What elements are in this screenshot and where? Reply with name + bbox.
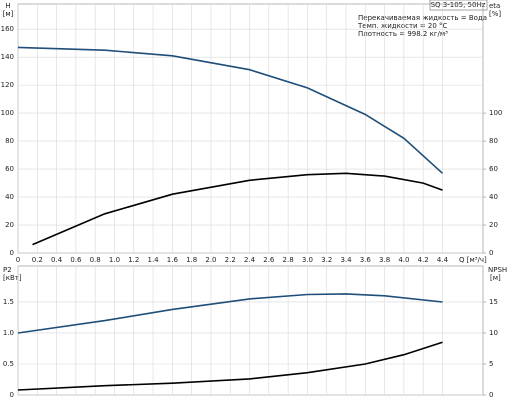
plot-frame <box>17 3 484 254</box>
y-tick-label: 100 <box>1 109 14 117</box>
y2-tick-label: 100 <box>489 109 502 117</box>
y-unit: [м] <box>3 10 14 18</box>
y-tick-label: 1.0 <box>3 329 14 337</box>
x-tick-label: 1.0 <box>109 256 120 264</box>
x-tick-label: 3.4 <box>340 256 352 264</box>
curve <box>17 341 443 391</box>
x-tick-label: 3.6 <box>360 256 372 264</box>
y2-unit: [м] <box>490 274 501 282</box>
x-tick-label: 1.2 <box>128 256 139 264</box>
curve <box>32 172 443 246</box>
x-label: Q [м³/ч] <box>459 256 487 264</box>
x-tick-label: 3.2 <box>321 256 332 264</box>
y2-tick-label: 0 <box>489 391 493 399</box>
y-tick-label: 1.5 <box>3 298 14 306</box>
model: SQ 3-105, 50Hz <box>431 1 486 9</box>
y-tick-label: 0.5 <box>3 360 14 368</box>
x-tick-label: 2.0 <box>205 256 216 264</box>
y-unit: [кВт] <box>3 274 22 282</box>
y2-tick-label: 80 <box>489 137 498 145</box>
x-tick-label: 2.6 <box>263 256 275 264</box>
x-tick-label: 0.4 <box>51 256 63 264</box>
y-tick-label: 0 <box>10 249 14 257</box>
y2-tick-label: 0 <box>489 249 493 257</box>
y-tick-label: 0 <box>10 391 14 399</box>
x-tick-label: 0.2 <box>32 256 43 264</box>
y-tick-label: 60 <box>5 165 14 173</box>
x-tick-label: 1.4 <box>147 256 159 264</box>
annotation: Темп. жидкости = 20 °C <box>357 22 448 30</box>
plot-frame <box>17 265 484 396</box>
x-tick-label: 0.6 <box>70 256 82 264</box>
y2-tick-label: 60 <box>489 165 498 173</box>
y2-unit: [%] <box>489 10 501 18</box>
annotation: Перекачиваемая жидкость = Вода <box>358 14 487 22</box>
x-tick-label: 4.0 <box>398 256 409 264</box>
x-tick-label: 2.8 <box>283 256 294 264</box>
x-tick-label: 2.2 <box>225 256 236 264</box>
y2-tick-label: 20 <box>489 221 498 229</box>
x-tick-label: 0 <box>16 256 20 264</box>
x-tick-label: 1.8 <box>186 256 197 264</box>
y-tick-label: 160 <box>1 25 14 33</box>
x-tick-label: 3.8 <box>379 256 390 264</box>
curve <box>17 293 443 334</box>
x-tick-label: 3.0 <box>302 256 313 264</box>
y-tick-label: 80 <box>5 137 14 145</box>
y-tick-label: 20 <box>5 221 14 229</box>
y2-tick-label: 10 <box>489 329 498 337</box>
x-tick-label: 4.4 <box>437 256 449 264</box>
curve <box>17 46 444 174</box>
y2-label: NPSH <box>488 266 507 274</box>
model-box <box>429 0 488 11</box>
y2-tick-label: 40 <box>489 193 498 201</box>
y2-tick-label: 5 <box>489 360 493 368</box>
y-tick-label: 120 <box>1 81 14 89</box>
y-tick-label: 40 <box>5 193 14 201</box>
y2-tick-label: 15 <box>489 298 498 306</box>
y2-label: eta <box>489 2 500 10</box>
y-label: P2 <box>3 266 12 274</box>
x-tick-label: 2.4 <box>244 256 256 264</box>
x-tick-label: 0.8 <box>90 256 101 264</box>
y-label: H <box>5 2 10 10</box>
x-tick-label: 1.6 <box>167 256 179 264</box>
y-tick-label: 140 <box>1 53 14 61</box>
annotation: Плотность = 998.2 кг/м³ <box>358 30 448 38</box>
x-tick-label: 4.2 <box>418 256 429 264</box>
